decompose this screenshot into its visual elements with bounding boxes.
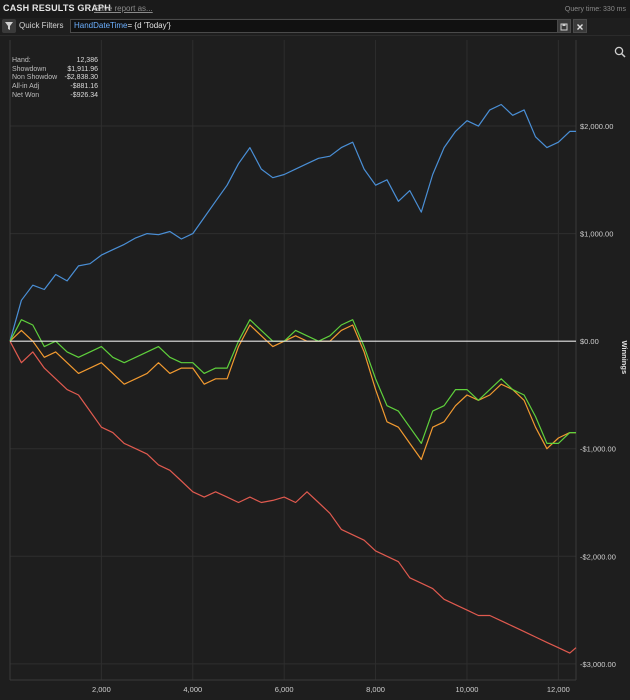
filter-expression-input[interactable]: HandDateTime= {d 'Today'} [70, 19, 559, 33]
x-tick-label: 6,000 [275, 685, 294, 694]
series-non-showdown [9, 340, 577, 654]
y-tick-label: $0.00 [580, 337, 599, 346]
stat-row: Hand: 12,386 [12, 57, 98, 66]
series-showdown [9, 103, 576, 342]
stat-row: All-in Adj -$881.16 [12, 83, 98, 92]
save-filter-button[interactable] [557, 19, 571, 33]
series-allin-adj [9, 324, 576, 461]
stat-label: Hand: [12, 57, 31, 64]
stat-value: $1,911.96 [67, 65, 98, 73]
query-time: Query time: 330 ms [564, 6, 626, 13]
y-tick-label: -$2,000.00 [580, 552, 616, 561]
series-net-won [9, 319, 576, 444]
filter-key: HandDateTime [74, 21, 128, 30]
title-bar: CASH RESULTS GRAPH Save report as... Que… [0, 0, 630, 18]
filter-bar: Quick Filters HandDateTime= {d 'Today'} [0, 18, 630, 36]
stat-row: Non Showdow -$2,838.30 [12, 74, 98, 83]
close-icon [577, 24, 583, 30]
filter-value: = {d 'Today'} [127, 21, 171, 30]
quick-filters-label[interactable]: Quick Filters [19, 21, 64, 30]
stat-label: Net Won [12, 91, 40, 99]
clear-filter-button[interactable] [573, 19, 587, 33]
stat-value: -$926.34 [70, 91, 98, 99]
y-tick-label: $2,000.00 [580, 122, 613, 131]
save-icon [560, 23, 568, 31]
stat-value: -$2,838.30 [64, 74, 98, 82]
filter-icon[interactable] [2, 19, 16, 33]
y-tick-label: -$1,000.00 [580, 445, 616, 454]
y-tick-label: $1,000.00 [580, 230, 613, 239]
x-tick-label: 10,000 [455, 685, 478, 694]
magnify-icon[interactable] [613, 45, 627, 59]
x-tick-label: 12,000 [547, 685, 570, 694]
app-title: CASH RESULTS GRAPH [3, 3, 111, 13]
save-report-link[interactable]: Save report as... [94, 4, 153, 13]
stat-value: -$881.16 [70, 83, 98, 91]
stat-label: All-in Adj [12, 83, 40, 91]
stat-row: Showdown $1,911.96 [12, 66, 98, 75]
x-tick-label: 4,000 [183, 685, 202, 694]
stats-panel: Hand: 12,386 Showdown $1,911.96 Non Showdow -… [12, 57, 98, 101]
stat-value: 12,386 [76, 57, 98, 64]
x-tick-label: 2,000 [92, 685, 111, 694]
stat-label: Showdown [12, 65, 47, 73]
y-axis-label: Winnings [620, 340, 629, 374]
stat-row: Net Won -$926.34 [12, 92, 98, 101]
stat-label: Non Showdow [12, 74, 58, 82]
x-tick-label: 8,000 [366, 685, 385, 694]
y-tick-label: -$3,000.00 [580, 660, 616, 669]
